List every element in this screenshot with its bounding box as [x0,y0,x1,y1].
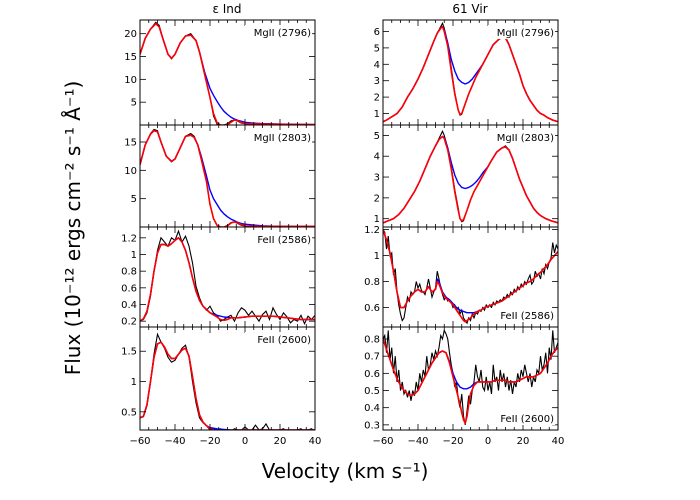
panel-eps-ind-mgii-2803: 5 10 15 MgII (2803) [124,124,316,228]
panel-eps-ind-feii-2600-xtick-label: 40 [309,436,322,447]
panel-eps-ind-feii-2600: 0.5 1 1.5 −60 −40 −20 0 20 40 FeII (2600) [121,326,322,447]
panel-61-vir-mgii-2803-ytick-label: 4 [374,152,380,163]
panel-eps-ind-feii-2600-intrinsic-line [140,341,315,430]
panel-eps-ind-mgii-2803-ytick-label: 10 [124,166,137,177]
panel-eps-ind-mgii-2803-ytick-label: 5 [131,194,137,205]
panel-eps-ind-feii-2586-ytick-label: 1.2 [121,233,137,244]
panel-61-vir-mgii-2796-label-bg [488,25,555,39]
panel-eps-ind-mgii-2803-absorbed-line [140,129,315,227]
panel-eps-ind-feii-2600-observed-line [140,332,315,430]
panel-eps-ind-feii-2600-ytick-label: 1.5 [121,347,137,358]
panel-eps-ind-feii-2600-xtick-label: −20 [199,436,220,447]
x-axis-title: Velocity (km s⁻¹) [262,459,429,483]
panel-eps-ind-feii-2600-xtick-label: −40 [164,436,185,447]
panel-61-vir-feii-2600-ytick-label: 0.6 [364,369,380,380]
panel-61-vir-mgii-2803-ytick-label: 1 [374,214,380,225]
panel-eps-ind-feii-2586-ytick-label: 1 [131,250,137,261]
panel-eps-ind-feii-2600-xtick-label: 0 [242,436,248,447]
panel-61-vir-mgii-2796-absorbed-line [383,25,558,123]
panel-61-vir-mgii-2796-intrinsic-line [383,25,558,123]
panel-61-vir-feii-2586-ytick-label: 0.6 [364,303,380,314]
right-column-title: 61 Vir [452,2,487,16]
panel-61-vir-mgii-2803-ytick-label: 2 [374,193,380,204]
panel-61-vir-mgii-2803: 1 2 3 4 5 MgII (2803) [374,124,559,228]
panel-eps-ind-feii-2586-ytick-label: 0.6 [121,283,137,294]
panel-61-vir-feii-2600-xtick-label: −60 [372,436,393,447]
panel-61-vir-feii-2600-ytick-label: 0.3 [364,420,380,431]
panel-eps-ind-mgii-2796-ytick-label: 5 [131,98,137,109]
panel-eps-ind-mgii-2796-label-bg [245,25,312,39]
panel-eps-ind-mgii-2803-intrinsic-line [140,129,315,227]
panel-61-vir-mgii-2803-absorbed-line [383,135,558,224]
panel-eps-ind-mgii-2803-ytick-label: 15 [124,138,137,149]
panel-eps-ind-mgii-2803-label-bg [245,130,312,144]
panel-61-vir-mgii-2796-label: MgII (2796) [497,28,554,39]
panel-61-vir-feii-2600-ytick-label: 0.5 [364,386,380,397]
panel-61-vir-mgii-2803-observed-line [383,129,558,224]
panel-61-vir-feii-2600-xtick-label: −20 [442,436,463,447]
panel-61-vir-feii-2600: 0.3 0.4 0.5 0.6 0.7 0.8 −60 −40 −20 0 20 40 FeII (26… [364,326,565,447]
panel-eps-ind-feii-2586-intrinsic-line [140,237,315,322]
panel-61-vir-mgii-2803-ytick-label: 5 [374,131,380,142]
panel-61-vir-mgii-2796: 1 2 3 4 5 6 MgII (2796) [374,19,559,126]
panel-61-vir-mgii-2796-ytick-label: 1 [374,109,380,120]
panel-eps-ind-feii-2600-ytick-label: 0.5 [121,407,137,418]
panel-eps-ind-feii-2600-ytick-label: 1 [131,377,137,388]
panel-eps-ind-feii-2586-ytick-label: 0.8 [121,267,137,278]
panel-eps-ind-feii-2586-label: FeII (2586) [257,235,311,246]
panel-eps-ind-mgii-2796-label: MgII (2796) [254,28,311,39]
panel-eps-ind-feii-2600-xtick-label: 20 [274,436,287,447]
panel-61-vir-feii-2586-label-bg [488,308,555,322]
panel-eps-ind-feii-2600-label: FeII (2600) [257,335,311,346]
left-column-title: ε Ind [212,2,241,16]
panel-61-vir-mgii-2796-ytick-label: 2 [374,93,380,104]
panel-61-vir-feii-2600-ytick-label: 0.4 [364,403,380,414]
panel-eps-ind-feii-2586-ytick-label: 0.4 [121,300,137,311]
panel-61-vir-mgii-2796-ytick-label: 5 [374,43,380,54]
panel-61-vir-feii-2600-ytick-label: 0.7 [364,352,380,363]
panel-eps-ind-mgii-2796-absorbed-line [140,22,315,125]
panel-61-vir-feii-2600-absorbed-line [383,338,558,424]
panel-61-vir-feii-2600-xtick-label: 40 [552,436,565,447]
panel-eps-ind-mgii-2796-ytick-label: 15 [124,52,137,63]
panel-eps-ind-mgii-2803-observed-line [140,128,315,227]
panel-61-vir-feii-2600-intrinsic-line [383,338,558,397]
panel-61-vir-feii-2600-label-bg [488,411,555,425]
panel-61-vir-mgii-2796-ytick-label: 3 [374,76,380,87]
panel-61-vir-mgii-2803-intrinsic-line [383,135,558,224]
panel-eps-ind-feii-2586-absorbed-line [140,237,315,322]
panel-61-vir-feii-2586-absorbed-line [383,229,558,323]
panel-61-vir-feii-2600-xtick-label: 20 [517,436,530,447]
panel-eps-ind-feii-2586: 0.2 0.4 0.6 0.8 1 1.2 FeII (2586) [121,226,316,328]
panel-61-vir-feii-2600-ytick-label: 0.8 [364,335,380,346]
panel-eps-ind-mgii-2796-ytick-label: 10 [124,75,137,86]
panel-61-vir-feii-2600-xtick-label: 0 [485,436,491,447]
panel-61-vir-mgii-2796-ytick-label: 4 [374,60,380,71]
panel-61-vir-feii-2586-ytick-label: 0.8 [364,277,380,288]
panel-61-vir-mgii-2796-ytick-label: 6 [374,27,380,38]
panel-eps-ind-feii-2586-label-bg [245,232,312,246]
panel-eps-ind-mgii-2796-ytick-label: 20 [124,29,137,40]
panel-61-vir-feii-2600-xtick-label: −40 [407,436,428,447]
panel-61-vir-mgii-2803-ytick-label: 3 [374,173,380,184]
panel-eps-ind-feii-2600-absorbed-line [140,341,315,430]
panel-eps-ind-mgii-2803-label: MgII (2803) [254,133,311,144]
panel-61-vir-mgii-2803-label-bg [488,130,555,144]
panel-eps-ind-feii-2586-ytick-label: 0.2 [121,317,137,328]
panel-eps-ind-feii-2600-label-bg [245,332,312,346]
panel-61-vir-feii-2586-ytick-label: 1.2 [364,225,380,236]
panel-61-vir-mgii-2803-label: MgII (2803) [497,133,554,144]
panel-61-vir-feii-2586-label: FeII (2586) [500,311,554,322]
panel-61-vir-feii-2586-ytick-label: 1 [374,251,380,262]
panel-61-vir-feii-2586: 0.6 0.8 1 1.2 FeII (2586) [364,225,559,328]
panel-61-vir-feii-2600-observed-line [383,328,558,425]
panel-61-vir-feii-2600-label: FeII (2600) [500,414,554,425]
panel-eps-ind-feii-2600-xtick-label: −60 [129,436,150,447]
panel-eps-ind-mgii-2796: 5 10 15 20 MgII (2796) [124,19,316,126]
y-axis-title: Flux (10⁻¹² ergs cm⁻² s⁻¹ Å⁻¹) [61,81,85,376]
